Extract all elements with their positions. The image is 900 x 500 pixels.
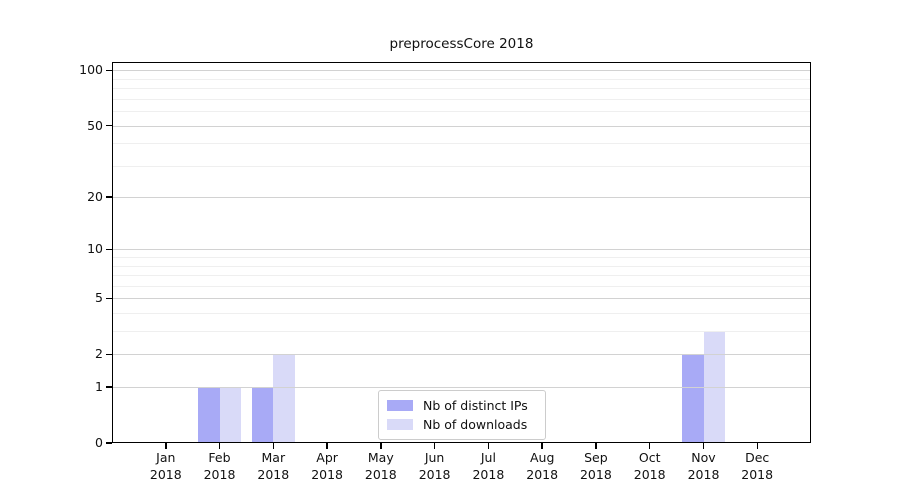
x-tick-year: 2018: [149, 466, 182, 482]
y-tick-label: 100: [79, 62, 103, 78]
x-tick-mark: [165, 443, 167, 449]
y-tick-mark: [106, 69, 112, 72]
x-tick-month: Apr: [316, 450, 338, 465]
legend-label: Nb of downloads: [423, 417, 528, 432]
x-tick-label: Nov 2018: [664, 450, 744, 483]
major-gridline: [112, 125, 811, 127]
minor-gridline: [112, 257, 811, 259]
bar: [198, 387, 220, 443]
minor-gridline: [112, 313, 811, 314]
y-tick-label: 2: [95, 346, 103, 362]
x-tick-month: Jan: [156, 450, 176, 465]
bar: [682, 354, 704, 443]
major-gridline: [112, 197, 811, 199]
x-tick-month: Sep: [584, 450, 608, 465]
y-tick-label: 0: [95, 435, 103, 450]
x-tick-year: 2018: [526, 466, 559, 482]
x-tick-month: Aug: [529, 450, 555, 465]
legend-item: Nb of distinct IPs: [387, 396, 537, 415]
minor-gridline: [112, 143, 811, 145]
x-tick-month: Jun: [424, 450, 445, 465]
x-tick-mark: [756, 443, 758, 449]
x-tick-label: Aug 2018: [502, 450, 582, 483]
y-tick-mark: [106, 386, 112, 388]
minor-gridline: [112, 78, 811, 80]
y-tick-label: 20: [87, 189, 103, 205]
minor-gridline: [112, 265, 811, 267]
x-tick-mark: [433, 443, 436, 449]
x-tick-year: 2018: [311, 466, 343, 482]
x-tick-month: Feb: [208, 450, 231, 465]
major-gridline: [112, 354, 811, 356]
x-tick-mark: [380, 443, 382, 449]
x-tick-label: Feb 2018: [180, 450, 260, 483]
x-tick-label: Apr 2018: [287, 450, 367, 483]
chart-title: preprocessCore 2018: [389, 36, 534, 52]
x-tick-mark: [648, 443, 651, 449]
minor-gridline: [112, 98, 811, 100]
x-tick-mark: [541, 443, 543, 449]
y-tick-label: 1: [95, 379, 103, 394]
y-tick-mark: [106, 353, 112, 355]
x-tick-mark: [702, 443, 705, 449]
x-tick-year: 2018: [203, 466, 236, 482]
x-tick-label: Sep 2018: [556, 450, 636, 483]
x-tick-mark: [595, 443, 597, 449]
x-tick-month: Mar: [261, 450, 286, 465]
x-tick-label: May 2018: [341, 450, 421, 483]
plot-area: Nb of distinct IPs Nb of downloads: [112, 62, 811, 443]
x-tick-month: Nov: [691, 450, 716, 465]
legend-swatch: [387, 400, 413, 411]
x-tick-year: 2018: [687, 466, 720, 482]
x-tick-label: Jan 2018: [126, 450, 206, 483]
major-gridline: [112, 70, 811, 72]
x-tick-year: 2018: [418, 466, 451, 482]
x-tick-month: Oct: [638, 450, 661, 465]
y-tick-label: 10: [87, 241, 103, 257]
x-tick-month: Dec: [745, 450, 770, 465]
x-tick-year: 2018: [579, 466, 612, 482]
x-tick-label: Jun 2018: [395, 450, 475, 483]
legend-label: Nb of distinct IPs: [423, 398, 528, 413]
major-gridline: [112, 298, 811, 300]
x-tick-month: May: [367, 450, 394, 465]
bar: [273, 354, 295, 443]
y-tick-mark: [106, 196, 112, 198]
y-tick-mark: [106, 124, 112, 127]
legend: Nb of distinct IPs Nb of downloads: [378, 390, 546, 440]
x-tick-year: 2018: [257, 466, 290, 482]
bar: [251, 387, 274, 443]
x-tick-label: Mar 2018: [233, 450, 313, 483]
x-tick-year: 2018: [364, 466, 397, 482]
bar: [219, 387, 241, 443]
x-tick-year: 2018: [472, 466, 505, 482]
x-tick-mark: [326, 443, 328, 449]
x-tick-year: 2018: [633, 466, 666, 482]
y-tick-label: 5: [95, 290, 103, 306]
x-tick-label: Jul 2018: [448, 450, 528, 483]
major-gridline: [112, 249, 811, 251]
minor-gridline: [112, 111, 811, 113]
x-tick-mark: [487, 443, 490, 449]
minor-gridline: [112, 88, 811, 90]
x-tick-label: Dec 2018: [717, 450, 797, 483]
minor-gridline: [112, 331, 811, 333]
x-tick-label: Oct 2018: [610, 450, 690, 483]
y-tick-mark: [106, 248, 112, 251]
legend-item: Nb of downloads: [387, 415, 537, 434]
minor-gridline: [112, 275, 811, 277]
x-tick-mark: [218, 443, 221, 449]
legend-swatch: [387, 419, 413, 430]
y-tick-mark: [106, 442, 112, 444]
y-tick-label: 50: [87, 117, 103, 133]
major-gridline: [112, 387, 811, 388]
minor-gridline: [112, 165, 811, 167]
minor-gridline: [112, 285, 811, 287]
y-tick-mark: [106, 297, 112, 300]
x-tick-mark: [272, 443, 275, 449]
x-tick-year: 2018: [741, 466, 774, 482]
x-tick-month: Jul: [480, 450, 496, 465]
